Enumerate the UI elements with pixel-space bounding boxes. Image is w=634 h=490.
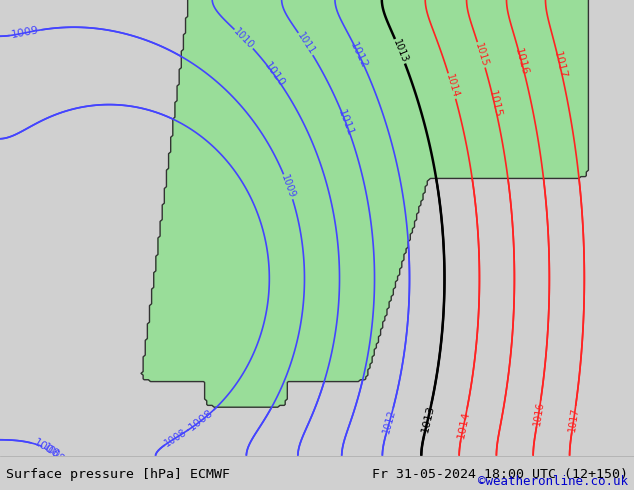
Text: 1014: 1014	[456, 410, 472, 440]
Text: 1017: 1017	[552, 50, 568, 80]
Text: 1016: 1016	[532, 401, 545, 426]
Text: Surface pressure [hPa] ECMWF: Surface pressure [hPa] ECMWF	[6, 467, 230, 481]
Text: Fr 31-05-2024 18:00 UTC (12+150): Fr 31-05-2024 18:00 UTC (12+150)	[372, 467, 628, 481]
Text: 1008: 1008	[187, 408, 216, 433]
Text: 1008: 1008	[163, 427, 189, 448]
Text: 1015: 1015	[473, 42, 489, 68]
Text: 1011: 1011	[295, 31, 316, 57]
Text: 1008: 1008	[41, 442, 66, 466]
Text: 1012: 1012	[382, 408, 398, 434]
Text: 1017: 1017	[567, 406, 581, 432]
Text: 1008: 1008	[32, 437, 61, 460]
Text: 1013: 1013	[391, 38, 410, 65]
Text: 1013: 1013	[420, 404, 436, 434]
Text: 1009: 1009	[280, 173, 297, 200]
Text: 1009: 1009	[11, 25, 40, 40]
Text: 1016: 1016	[514, 48, 530, 77]
Text: 1011: 1011	[336, 108, 356, 138]
Text: ©weatheronline.co.uk: ©weatheronline.co.uk	[477, 475, 628, 488]
Text: 1010: 1010	[262, 61, 287, 89]
Text: 1014: 1014	[444, 73, 460, 99]
Text: 1010: 1010	[231, 26, 256, 51]
Text: 1012: 1012	[348, 40, 370, 70]
Text: 1015: 1015	[486, 90, 503, 119]
